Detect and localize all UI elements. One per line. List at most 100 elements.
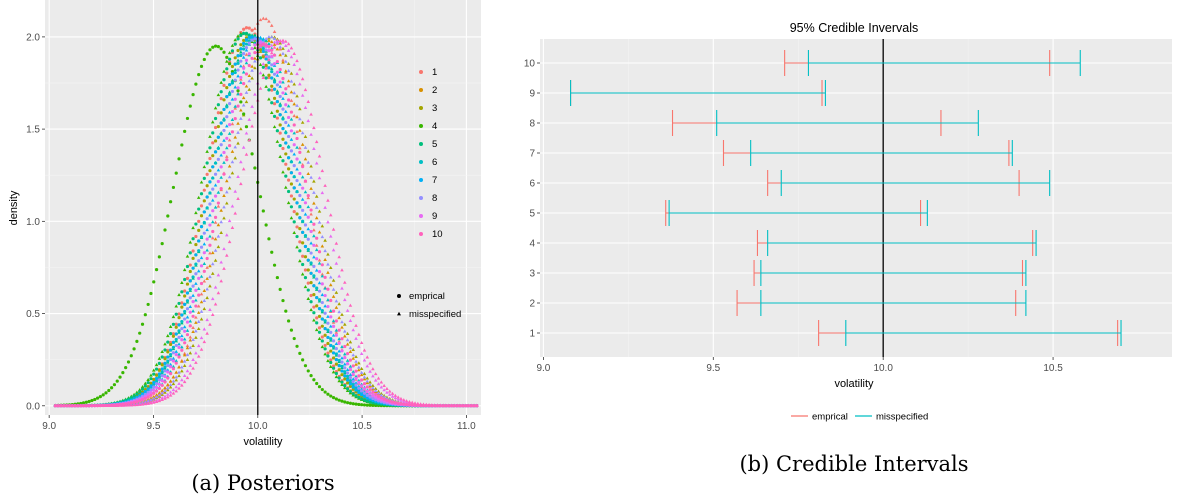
data-point-misspecified — [272, 42, 277, 46]
data-point-emprical — [213, 172, 218, 176]
data-point-misspecified — [345, 358, 350, 362]
data-point-misspecified — [323, 238, 327, 242]
data-point-emprical — [197, 228, 201, 232]
data-point-emprical — [197, 249, 201, 253]
data-point-emprical — [261, 209, 265, 213]
data-point-misspecified — [314, 216, 319, 220]
data-point-misspecified — [205, 287, 209, 291]
data-point-misspecified — [180, 365, 184, 369]
data-point-emprical — [295, 136, 299, 141]
data-point-misspecified — [213, 237, 218, 241]
data-point-misspecified — [416, 401, 420, 405]
data-point-misspecified — [317, 258, 322, 262]
data-point-emprical — [270, 70, 274, 74]
data-point-emprical — [185, 307, 190, 311]
data-point-emprical — [284, 87, 288, 91]
data-point-emprical — [183, 129, 187, 134]
data-point-emprical — [135, 339, 139, 343]
data-point-emprical — [171, 351, 176, 355]
data-point-emprical — [270, 54, 274, 59]
data-point-emprical — [202, 210, 206, 214]
legend-color-label: 4 — [432, 121, 437, 132]
legend-color-label: 1 — [432, 67, 437, 78]
data-point-emprical — [169, 357, 173, 362]
data-point-emprical — [222, 83, 226, 87]
data-point-emprical — [202, 176, 206, 180]
data-point-misspecified — [371, 386, 375, 390]
data-point-misspecified — [168, 393, 173, 397]
data-point-emprical — [154, 268, 159, 272]
data-point-misspecified — [300, 272, 305, 276]
data-point-emprical — [239, 47, 243, 51]
data-point-emprical — [202, 251, 206, 255]
data-point-emprical — [281, 126, 285, 131]
data-point-misspecified — [104, 403, 108, 407]
data-point-misspecified — [286, 42, 291, 46]
data-point-misspecified — [323, 205, 327, 209]
data-point-misspecified — [298, 82, 302, 86]
data-point-emprical — [177, 157, 181, 161]
data-point-misspecified — [208, 234, 212, 238]
data-point-emprical — [194, 304, 198, 308]
data-point-misspecified — [202, 307, 207, 311]
data-point-emprical — [132, 347, 136, 351]
data-point-misspecified — [70, 403, 75, 407]
data-point-misspecified — [314, 268, 319, 272]
data-point-misspecified — [118, 403, 122, 407]
data-point-misspecified — [345, 388, 350, 392]
data-point-emprical — [303, 233, 308, 238]
data-point-misspecified — [239, 108, 243, 112]
data-point-misspecified — [340, 268, 344, 272]
legend-color-label: 10 — [432, 229, 443, 240]
data-point-emprical — [317, 298, 322, 302]
data-point-misspecified — [314, 139, 319, 144]
data-point-misspecified — [337, 316, 341, 320]
data-point-misspecified — [230, 117, 235, 121]
data-point-misspecified — [177, 386, 181, 390]
data-point-misspecified — [168, 390, 173, 394]
legend-shape-triangle — [397, 311, 401, 316]
plot-b-intervals — [570, 50, 1122, 346]
data-point-misspecified — [292, 51, 297, 55]
data-point-emprical — [345, 362, 350, 366]
data-point-emprical — [329, 343, 333, 348]
data-point-misspecified — [151, 396, 156, 400]
data-point-emprical — [171, 340, 176, 345]
data-point-emprical — [306, 215, 310, 219]
data-point-emprical — [393, 401, 397, 405]
data-point-misspecified — [224, 59, 229, 63]
data-point-misspecified — [275, 47, 280, 51]
data-point-emprical — [354, 385, 358, 390]
x-tick-label: 10.0 — [873, 363, 893, 374]
data-point-emprical — [149, 388, 153, 392]
data-point-emprical — [267, 60, 271, 65]
data-point-misspecified — [334, 261, 339, 265]
data-point-misspecified — [449, 403, 454, 407]
data-point-misspecified — [300, 162, 305, 166]
data-point-misspecified — [359, 370, 364, 374]
data-point-misspecified — [146, 401, 150, 405]
data-point-misspecified — [312, 234, 316, 238]
y-tick-label: 4 — [529, 239, 535, 250]
data-point-misspecified — [168, 385, 173, 389]
data-point-misspecified — [177, 352, 181, 356]
data-point-emprical — [320, 317, 324, 321]
data-point-misspecified — [213, 248, 218, 252]
data-point-emprical — [340, 364, 344, 369]
data-point-emprical — [270, 84, 274, 88]
data-point-misspecified — [328, 324, 333, 328]
data-point-emprical — [301, 186, 305, 190]
data-point-misspecified — [160, 397, 164, 402]
data-point-misspecified — [292, 152, 297, 156]
data-point-emprical — [323, 343, 327, 348]
data-point-misspecified — [191, 293, 195, 297]
data-point-emprical — [326, 392, 330, 396]
data-point-emprical — [272, 102, 277, 106]
data-point-misspecified — [289, 137, 294, 141]
data-point-emprical — [233, 97, 237, 101]
data-point-misspecified — [241, 95, 246, 100]
data-point-emprical — [191, 249, 195, 253]
x-tick-label: 9.0 — [42, 421, 56, 432]
data-point-misspecified — [208, 307, 212, 311]
